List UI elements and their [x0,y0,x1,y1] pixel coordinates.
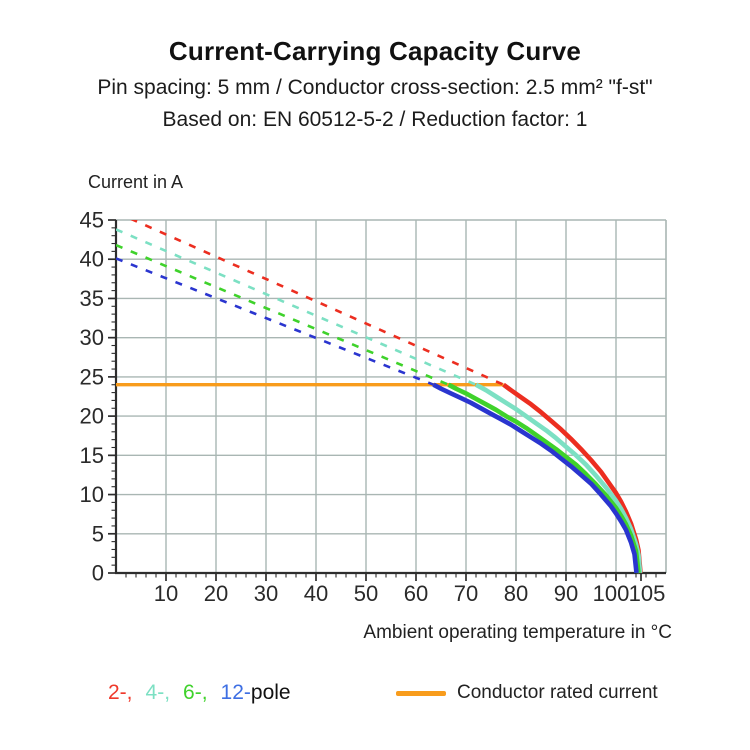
y-tick-label: 40 [80,247,104,272]
x-axis-title: Ambient operating temperature in °C [363,622,672,643]
chart-title: Current-Carrying Capacity Curve [168,36,582,66]
chart-subtitle-2: Based on: EN 60512-5-2 / Reduction facto… [162,108,588,131]
y-tick-label: 35 [80,286,104,311]
rated-current-swatch [396,690,446,696]
y-tick-label: 15 [80,443,104,468]
pole-legend-item-2: 2-, [108,681,133,704]
chart-subtitle-1: Pin spacing: 5 mm / Conductor cross-sect… [97,76,653,99]
pole-legend-item-4: 4-, [145,681,171,704]
dashed-curve-2-pole [130,220,505,386]
pole-legend-item-6: 6-, [183,681,208,704]
x-tick-label: 10 [154,581,178,606]
y-tick-label: 45 [80,207,104,232]
solid-curve-12-pole [432,382,639,574]
x-tick-label: 105 [629,581,666,606]
y-tick-label: 25 [80,364,104,389]
y-tick-label: 20 [80,404,104,429]
x-tick-label: 80 [504,581,528,606]
y-tick-label: 30 [80,325,104,350]
dashed-curve-12-pole [116,257,434,386]
x-tick-label: 100 [593,581,630,606]
x-tick-label: 70 [454,581,478,606]
solid-curve-4-pole [474,382,643,574]
pole-legend: 2-, 4-, 6-, 12- pole [108,678,291,708]
pole-legend-suffix: pole [250,681,291,704]
x-tick-label: 90 [554,581,578,606]
x-tick-label: 50 [354,581,378,606]
rated-current-legend: Conductor rated current [396,678,658,708]
dashed-curve-6-pole [116,243,450,386]
y-tick-label: 10 [80,482,104,507]
y-tick-label: 5 [92,521,104,546]
x-tick-label: 20 [204,581,228,606]
solid-curve-6-pole [447,382,641,574]
dashed-curve-4-pole [116,228,477,386]
pole-legend-item-12: 12- [220,681,251,704]
y-axis-title: Current in A [88,172,184,192]
x-tick-label: 30 [254,581,278,606]
rated-current-label: Conductor rated current [457,682,658,703]
y-tick-label: 0 [92,560,104,585]
x-tick-label: 40 [304,581,328,606]
x-tick-label: 60 [404,581,428,606]
